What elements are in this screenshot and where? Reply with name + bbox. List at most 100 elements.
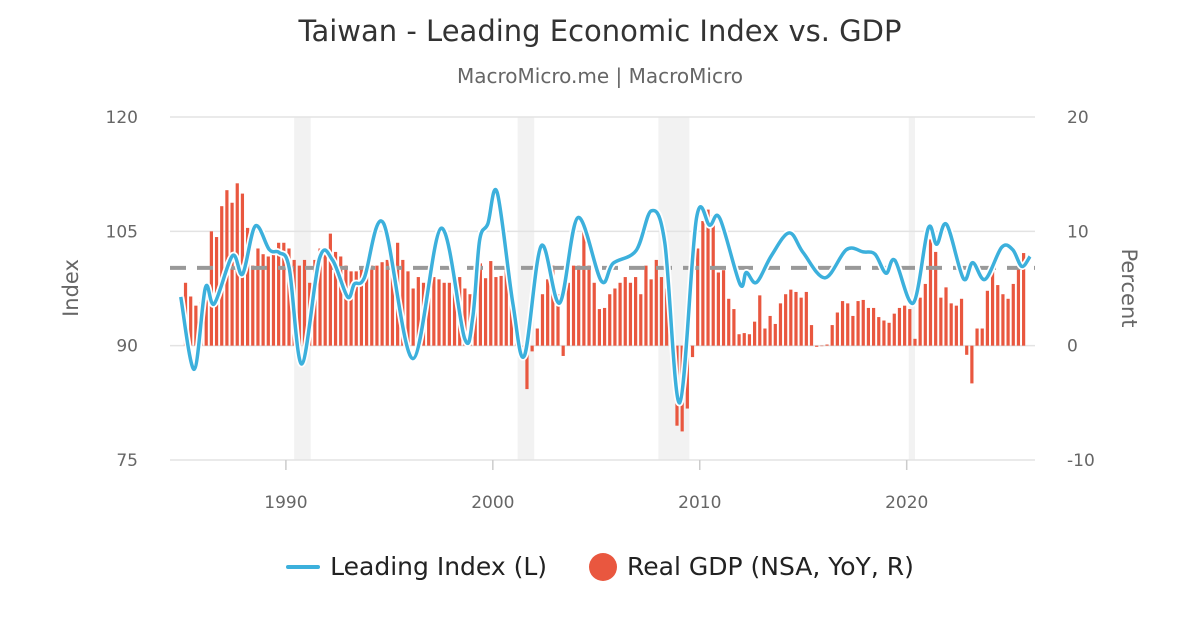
gdp-bar	[447, 282, 451, 346]
gdp-bar	[380, 262, 384, 346]
gdp-bar	[903, 305, 907, 346]
y-right-tick-label: -10	[1067, 451, 1095, 471]
gdp-bar	[571, 265, 576, 346]
gdp-bar	[908, 309, 912, 346]
gdp-bar	[566, 282, 570, 346]
gdp-bar	[499, 275, 503, 346]
gdp-bar	[530, 345, 534, 352]
gdp-bar	[463, 288, 467, 346]
gdp-bar	[411, 288, 415, 346]
gdp-bar	[825, 344, 829, 346]
gdp-bar	[934, 251, 938, 346]
gdp-bar	[742, 333, 746, 346]
gdp-bar	[835, 312, 839, 346]
gdp-bar	[1016, 258, 1021, 346]
gdp-bar	[954, 305, 958, 346]
gdp-bar	[737, 334, 741, 346]
gdp-bar	[1022, 253, 1026, 346]
legend-item-leading-index[interactable]: Leading Index (L)	[286, 552, 547, 581]
gdp-bar	[494, 277, 498, 346]
gdp-bar	[297, 265, 301, 346]
gdp-bar	[504, 265, 508, 346]
gdp-bar	[452, 277, 457, 346]
gdp-bar	[204, 290, 208, 346]
gdp-bar	[261, 254, 265, 346]
gdp-bar	[840, 301, 845, 346]
gdp-bar	[990, 267, 995, 346]
leading-index-line	[179, 187, 1032, 405]
gdp-bar	[773, 323, 777, 346]
gdp-bar	[794, 291, 798, 346]
gdp-bar	[1006, 298, 1010, 346]
gdp-bar	[1011, 283, 1015, 346]
gdp-bar	[763, 328, 767, 346]
gdp-bar	[354, 271, 358, 346]
gdp-bar	[701, 221, 705, 346]
y-right-axis-title: Percent	[1117, 248, 1141, 327]
gdp-bar	[556, 294, 560, 346]
gdp-bar	[965, 345, 969, 355]
gdp-bar	[344, 265, 348, 346]
gdp-bar	[804, 291, 808, 346]
gdp-bar	[194, 305, 198, 346]
legend-item-real-gdp[interactable]: Real GDP (NSA, YoY, R)	[589, 552, 914, 581]
gdp-bar	[540, 294, 545, 346]
gdp-bar	[654, 259, 658, 346]
gdp-bar	[820, 345, 824, 347]
x-tick-label: 2000	[471, 493, 514, 513]
gdp-bar	[628, 282, 633, 346]
gdp-bar	[577, 265, 581, 346]
dot-swatch-icon	[589, 552, 618, 581]
gdp-bar	[649, 279, 653, 346]
recession-band	[908, 117, 915, 460]
gdp-bar	[246, 227, 250, 346]
gdp-bar	[851, 315, 855, 346]
gdp-bar	[985, 290, 990, 346]
gdp-bar	[856, 301, 860, 346]
gdp-bar	[923, 283, 927, 346]
gdp-bar	[639, 294, 643, 346]
gdp-bar	[406, 271, 410, 346]
x-tick-label: 2020	[885, 493, 928, 513]
gdp-bar	[613, 288, 617, 346]
gdp-bar	[618, 282, 622, 346]
gdp-bar	[478, 263, 483, 346]
legend-label: Leading Index (L)	[330, 552, 548, 581]
gdp-bar	[189, 296, 193, 346]
gdp-bar	[271, 250, 276, 346]
recession-band	[658, 117, 690, 460]
gdp-bar	[602, 307, 607, 346]
gdp-bar	[623, 277, 627, 346]
gdp-bar	[597, 309, 601, 346]
gdp-bar	[778, 303, 783, 346]
gdp-bar	[339, 256, 343, 346]
x-tick-label: 2010	[678, 493, 721, 513]
gdp-bar	[489, 261, 493, 346]
gdp-bar	[349, 271, 353, 346]
gdp-bar	[659, 277, 664, 346]
gdp-bar	[333, 251, 338, 346]
gdp-bar	[913, 338, 917, 346]
gdp-bar	[375, 265, 379, 346]
gdp-bar	[685, 345, 689, 409]
gdp-bar	[437, 279, 441, 346]
x-tick-label: 1990	[264, 493, 307, 513]
gdp-bar	[318, 248, 322, 346]
gdp-bar	[287, 248, 291, 346]
gdp-bar	[959, 298, 964, 346]
chart-subtitle: MacroMicro.me | MacroMicro	[457, 64, 743, 88]
gdp-bar	[1001, 294, 1005, 346]
gdp-bar	[390, 267, 395, 346]
y-left-tick-label: 75	[116, 451, 138, 471]
gdp-bar	[359, 267, 364, 346]
gdp-bar	[644, 265, 648, 346]
y-left-tick-label: 90	[116, 337, 138, 357]
gdp-bar	[975, 328, 979, 346]
gdp-bar	[608, 294, 612, 346]
gdp-bar	[882, 320, 886, 346]
gdp-bar	[427, 282, 431, 346]
chart-title: Taiwan - Leading Economic Index vs. GDP	[298, 14, 902, 48]
gdp-bar	[665, 288, 669, 346]
gdp-bar	[551, 265, 555, 346]
